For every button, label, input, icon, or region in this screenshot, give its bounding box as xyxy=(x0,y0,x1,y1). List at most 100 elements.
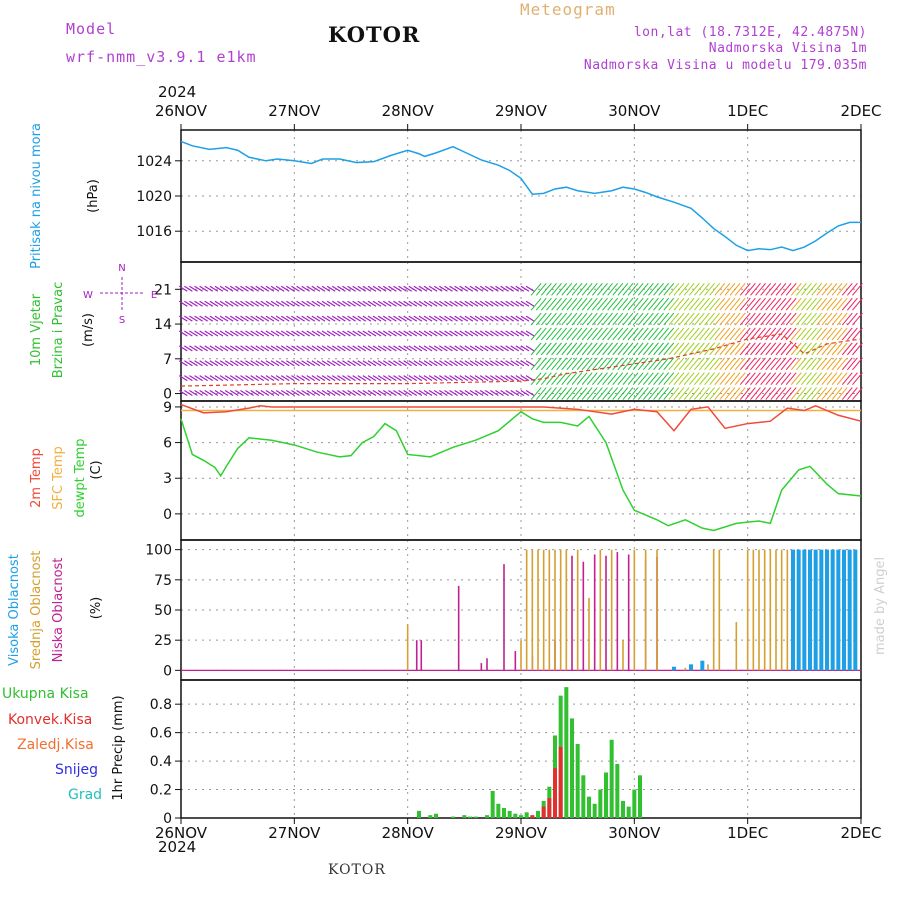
wind-barb xyxy=(474,345,484,352)
wind-barb xyxy=(576,282,588,296)
wind-barb xyxy=(178,315,188,322)
wind-barb xyxy=(331,315,341,322)
wind-barb xyxy=(699,297,710,311)
wind-barb xyxy=(413,345,423,352)
wind-barb xyxy=(286,345,295,352)
wind-barb xyxy=(301,315,310,322)
wind-barb xyxy=(607,312,619,326)
wind-barb xyxy=(393,315,402,322)
wind-barb xyxy=(280,390,290,397)
precip-bar xyxy=(434,813,438,818)
wind-barb xyxy=(841,297,853,311)
wind-barb xyxy=(474,315,484,322)
wind-barb xyxy=(362,285,372,292)
wind-barb xyxy=(535,342,547,356)
wind-barb xyxy=(321,345,331,352)
wind-barb xyxy=(561,297,573,311)
wind-barb xyxy=(790,387,802,400)
wind-barb xyxy=(362,360,372,367)
wind-barb xyxy=(240,390,249,397)
wind-barb xyxy=(342,300,351,307)
wind-barb xyxy=(214,300,224,307)
wind-barb xyxy=(500,330,509,337)
wind-barb xyxy=(194,315,203,322)
wind-barb xyxy=(204,285,214,292)
wind-barb xyxy=(744,372,756,385)
wind-barb xyxy=(648,297,659,311)
wind-barb xyxy=(831,357,843,371)
high-cloud-ylabel: Visoka Oblacnost xyxy=(7,554,22,666)
wind-barb xyxy=(408,330,418,337)
wind-barb xyxy=(566,327,578,341)
wind-barb xyxy=(235,375,244,382)
wind-barb xyxy=(551,387,562,400)
wind-barb xyxy=(755,342,766,356)
wind-barb xyxy=(668,312,680,326)
wind-grid: 0 7 14 21 xyxy=(154,262,861,403)
wind-barb xyxy=(688,282,700,296)
wind-barb xyxy=(479,360,489,367)
wind-barb xyxy=(449,345,458,352)
wind-barb xyxy=(372,375,382,382)
wind-barb xyxy=(382,300,392,307)
wind-barb xyxy=(673,297,685,311)
wind-barb xyxy=(597,297,608,311)
wind-barb xyxy=(607,387,619,400)
precip-bar xyxy=(502,808,506,818)
wind-barb xyxy=(612,312,624,326)
wind-barb xyxy=(449,330,458,337)
wind-barb xyxy=(760,372,772,385)
wind-barb xyxy=(270,300,280,307)
wind-barb xyxy=(280,315,290,322)
x-tick-label-bottom: 29NOV xyxy=(495,824,548,842)
wind-barb xyxy=(678,297,690,311)
wind-barb xyxy=(586,297,598,311)
wind-barb xyxy=(744,387,756,400)
precip-bar xyxy=(496,803,501,818)
wind-barb xyxy=(270,345,280,352)
wind-barb xyxy=(280,285,290,292)
wind-barb xyxy=(178,390,188,397)
wind-barb xyxy=(821,312,833,326)
y-tick-label: 0.2 xyxy=(150,783,172,799)
precip-bar xyxy=(592,803,597,818)
wind-barb xyxy=(576,357,588,371)
wind-barb xyxy=(806,342,817,356)
wind-barb xyxy=(377,360,387,367)
wind-barb xyxy=(750,282,761,296)
wind-barb xyxy=(785,387,797,400)
wind-barb xyxy=(403,375,412,382)
wind-barb xyxy=(484,360,494,367)
precip-bar xyxy=(428,815,433,818)
wind-barb xyxy=(795,297,807,311)
wind-barb xyxy=(846,342,858,356)
wind-barb xyxy=(678,342,690,356)
wind-barb xyxy=(617,282,629,296)
wind-barb xyxy=(704,357,715,371)
wind-barb xyxy=(464,300,474,307)
wind-barb xyxy=(500,315,509,322)
wind-barb xyxy=(352,330,361,337)
wind-barb xyxy=(331,375,341,382)
wind-barb xyxy=(214,360,224,367)
wind-barb xyxy=(642,372,654,385)
wind-barb xyxy=(770,357,782,371)
wind-barb xyxy=(505,375,514,382)
wind-barb xyxy=(571,372,583,385)
wind-barb xyxy=(372,300,382,307)
wind-barb xyxy=(275,390,285,397)
wind-barb xyxy=(474,360,484,367)
wind-barb xyxy=(663,342,675,356)
wind-barb xyxy=(811,312,823,326)
wind-barb xyxy=(510,330,520,337)
y-tick-label: 0.6 xyxy=(150,726,172,742)
compass-west: W xyxy=(83,290,93,301)
wind-barb xyxy=(265,375,275,382)
wind-barb xyxy=(719,327,731,341)
wind-barb xyxy=(388,345,397,352)
wind-barb xyxy=(637,387,649,400)
wind-barb xyxy=(709,282,721,296)
wind-barb xyxy=(240,375,249,382)
wind-barb xyxy=(306,360,316,367)
wind-barb xyxy=(382,330,392,337)
